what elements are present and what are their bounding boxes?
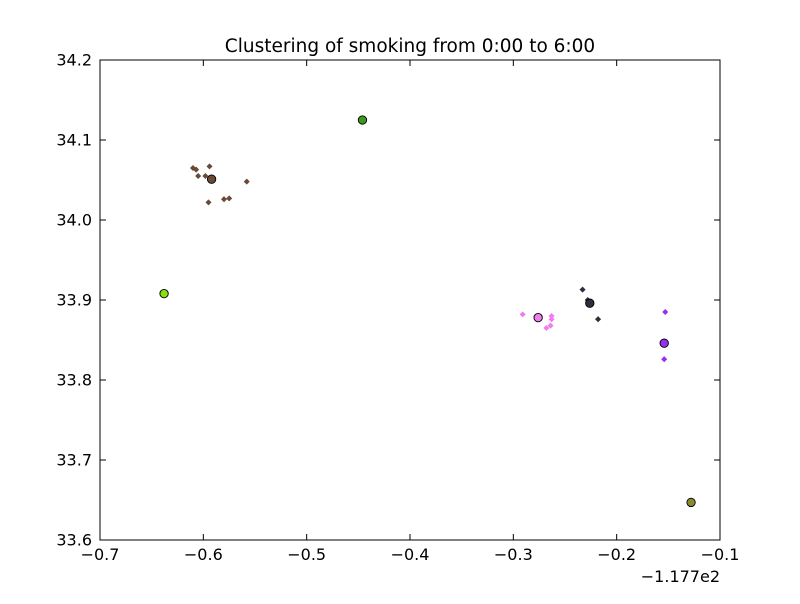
x-tick-label: −0.5	[287, 545, 326, 564]
cluster-point	[193, 166, 200, 173]
x-tick-label: −0.2	[597, 545, 636, 564]
cluster-point	[579, 286, 586, 293]
cluster-point	[661, 356, 668, 363]
cluster-centroid	[159, 288, 169, 299]
x-tick-label: −0.4	[391, 545, 430, 564]
cluster-point	[548, 316, 555, 323]
x-tick-label: −0.6	[184, 545, 223, 564]
cluster-point	[220, 196, 228, 203]
cluster-point	[662, 308, 669, 316]
y-tick-label: 33.6	[56, 531, 92, 550]
x-axis-offset-label: −1.177e2	[641, 567, 720, 586]
cluster-point	[195, 172, 202, 180]
data-points	[159, 115, 696, 508]
cluster-point	[202, 172, 209, 180]
y-tick-label: 34.2	[56, 51, 92, 70]
cluster-point	[547, 322, 554, 329]
cluster-centroid	[533, 312, 543, 323]
cluster-point	[543, 324, 550, 332]
cluster-point	[519, 311, 526, 318]
x-tick-label: −0.7	[81, 545, 120, 564]
y-tick-label: 33.7	[56, 451, 92, 470]
y-tick-label: 33.9	[56, 291, 92, 310]
plot-area-frame	[99, 59, 721, 541]
cluster-point	[243, 178, 250, 185]
cluster-point	[595, 316, 602, 323]
cluster-point	[226, 195, 233, 202]
axis-ticks: −0.7 −0.6 −0.5 −0.4 −0.3 −0.2 −0.1 33.6 33.7 33.8…	[56, 51, 739, 565]
cluster-centroid	[585, 298, 595, 308]
cluster-point	[205, 199, 212, 206]
x-tick-label: −0.3	[494, 545, 533, 564]
y-tick-label: 34.1	[56, 131, 92, 150]
cluster-centroid	[357, 115, 368, 125]
cluster-centroid	[686, 497, 696, 508]
cluster-point	[548, 312, 555, 320]
y-tick-label: 33.8	[56, 371, 92, 390]
x-tick-label: −0.1	[701, 545, 740, 564]
cluster-point	[206, 163, 213, 170]
cluster-centroid	[659, 338, 669, 348]
chart-title: Clustering of smoking from 0:00 to 6:00	[225, 36, 595, 57]
cluster-centroid	[206, 174, 217, 184]
y-tick-label: 34.0	[56, 211, 92, 230]
